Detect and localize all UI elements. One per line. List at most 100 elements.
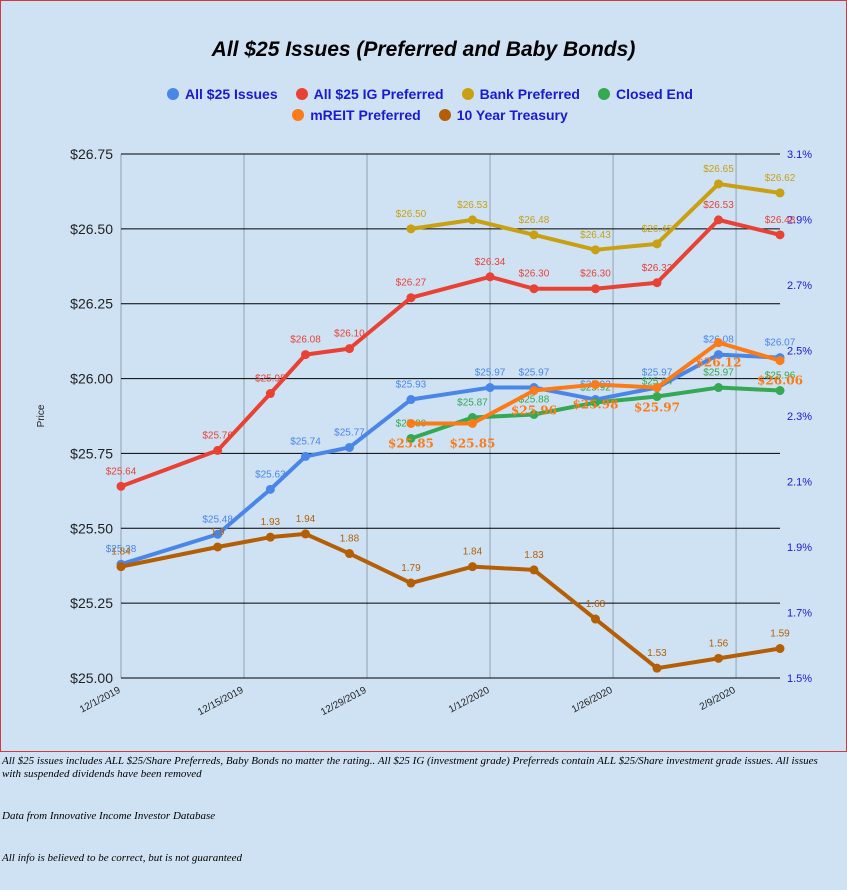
data-point (406, 224, 416, 234)
data-label: $26.48 (519, 215, 550, 226)
legend-swatch (597, 88, 610, 100)
data-label: 1.79 (401, 563, 421, 574)
data-label: $25.48 (202, 514, 233, 525)
data-label: $25.97 (475, 368, 506, 379)
data-label: $26.30 (580, 269, 611, 280)
data-point (213, 542, 223, 552)
data-label: $25.97 (634, 401, 680, 415)
data-point (713, 338, 723, 348)
data-point (529, 565, 539, 575)
y2-tick-label: 2.5% (787, 346, 812, 358)
data-point (344, 549, 354, 559)
plot-area (121, 154, 780, 678)
data-point (529, 410, 539, 420)
data-label: 1.93 (261, 517, 281, 528)
legend-swatch (167, 88, 179, 100)
data-point (775, 386, 785, 396)
x-tick-label: 12/15/2019 (196, 685, 246, 718)
data-label: 1.83 (524, 550, 544, 561)
data-point (775, 188, 785, 198)
data-label: 1.84 (463, 547, 483, 558)
data-label: $26.34 (475, 257, 506, 268)
data-point (775, 644, 785, 654)
data-label: $25.98 (573, 398, 619, 412)
data-point (406, 293, 416, 303)
y2-tick-label: 1.5% (787, 673, 812, 685)
data-point (406, 433, 416, 443)
legend-item: mREIT Preferred (292, 105, 421, 126)
legend-label: All $25 IG Preferred (313, 86, 444, 102)
data-point (590, 245, 600, 255)
data-point (590, 380, 600, 390)
data-point (344, 442, 354, 452)
data-label: 1.9 (211, 527, 225, 538)
data-label: 1.88 (340, 534, 360, 545)
legend-label: Bank Preferred (479, 86, 580, 102)
line-chart: $25.00 $25.25 $25.50 $25.75 $26.00 $26.25 $26.… (36, 146, 812, 718)
data-label: $25.94 (642, 377, 673, 388)
data-point (652, 663, 662, 673)
legend-item: Bank Preferred (461, 84, 580, 105)
data-label: $25.97 (642, 368, 673, 379)
data-point (590, 284, 600, 294)
data-point (529, 230, 539, 240)
data-label: $26.30 (519, 269, 550, 280)
data-point (265, 389, 275, 399)
data-label: $26.53 (457, 200, 488, 211)
data-label: $26.62 (765, 173, 796, 184)
y-tick-label: $25.00 (70, 670, 113, 686)
data-label: $25.87 (457, 397, 488, 408)
data-label: $25.97 (703, 368, 734, 379)
data-point (467, 215, 477, 225)
y2-tick-label: 1.7% (787, 608, 812, 620)
y2-tick-label: 1.9% (787, 542, 812, 554)
legend-item: 10 Year Treasury (438, 105, 568, 126)
x-tick-label: 12/29/2019 (319, 685, 369, 718)
data-label: $25.77 (334, 427, 365, 438)
y-tick-label: $26.75 (70, 146, 113, 162)
data-label: $26.08 (290, 335, 321, 346)
data-label: $25.97 (519, 368, 550, 379)
data-point (713, 179, 723, 189)
data-point (529, 386, 539, 396)
legend-label: mREIT Preferred (310, 107, 421, 123)
data-point (713, 350, 723, 360)
data-point (344, 344, 354, 354)
data-label: 1.59 (770, 629, 790, 640)
data-point (116, 562, 126, 572)
x-tick-label: 2/9/2020 (698, 685, 738, 713)
data-label: $26.48 (765, 215, 796, 226)
data-point (213, 445, 223, 455)
data-point (713, 383, 723, 393)
data-label: 1.56 (709, 638, 729, 649)
data-label: $26.65 (703, 164, 734, 175)
data-label: 1.53 (647, 648, 667, 659)
data-label: $25.88 (519, 395, 550, 406)
data-label: $26.07 (765, 338, 796, 349)
data-point (213, 529, 223, 539)
legend-item: All $25 IG Preferred (295, 84, 444, 105)
data-point (590, 614, 600, 624)
data-label: $26.06 (757, 374, 803, 388)
data-point (775, 230, 785, 240)
series-line (120, 531, 781, 671)
footnote-coverage: All $25 issues includes ALL $25/Share Pr… (2, 755, 818, 780)
data-point (652, 278, 662, 288)
data-label: $25.74 (290, 436, 321, 447)
data-point (485, 272, 495, 282)
footnote-source: Data from Innovative Income Investor Dat… (2, 810, 216, 822)
data-label: $25.96 (765, 371, 796, 382)
data-point (713, 215, 723, 225)
y2-tick-label: 2.3% (787, 411, 812, 423)
data-point (652, 392, 662, 402)
y2-tick-label: 2.1% (787, 477, 812, 489)
y-tick-label: $26.50 (70, 221, 113, 237)
data-point (652, 383, 662, 393)
data-point (467, 418, 477, 428)
legend-label: 10 Year Treasury (456, 107, 568, 123)
data-point (265, 484, 275, 494)
legend-swatch (295, 88, 308, 100)
y-tick-label: $25.75 (70, 445, 113, 461)
y-tick-label: $26.00 (70, 371, 113, 387)
data-label: $26.45 (642, 224, 673, 235)
